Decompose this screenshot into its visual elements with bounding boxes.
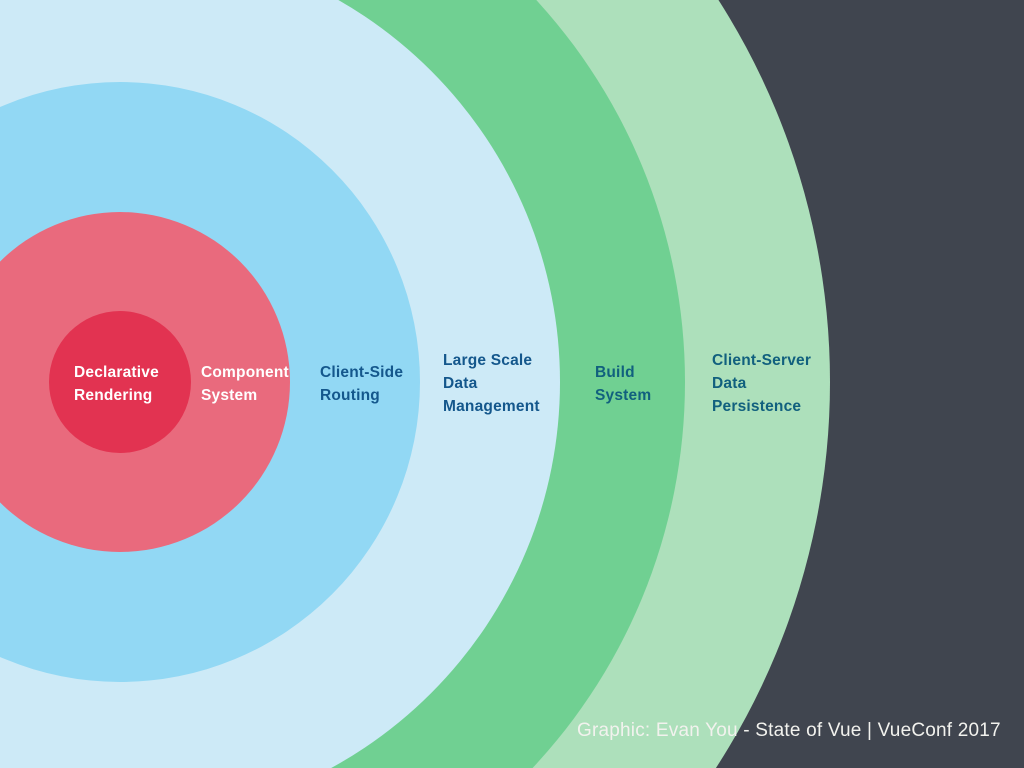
label-declarative-rendering: Declarative Rendering xyxy=(74,364,159,404)
caption: Graphic: Evan You - State of Vue | VueCo… xyxy=(577,720,1001,741)
label-client-server-data-persistence: Client-Server Data Persistence xyxy=(712,352,812,415)
label-component-system: Component System xyxy=(201,364,289,404)
label-build-system: Build System xyxy=(595,364,652,404)
label-client-side-routing: Client-Side Routing xyxy=(320,364,404,404)
label-large-scale-data-management: Large Scale Data Management xyxy=(443,352,540,415)
ring-declarative-rendering xyxy=(49,311,191,453)
